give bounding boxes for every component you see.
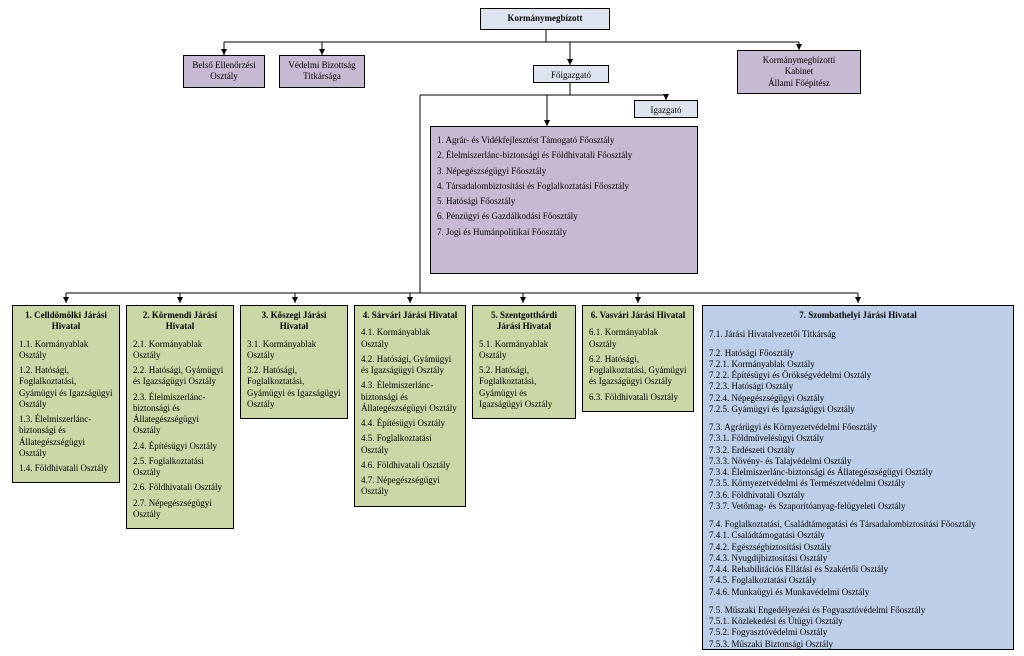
district-item: 5.2. Hatósági, Foglalkoztatási, Gyámügyi…	[479, 365, 569, 410]
district-item: 7.3.1. Földművelésügyi Osztály	[709, 433, 1007, 444]
district-title: 3. Kőszegi Járási Hivatal	[247, 310, 341, 333]
district-item: 7.3.7. Vetőmag- és Szaporítóanyag-felügy…	[709, 501, 1007, 512]
district-item: 4.4. Építésügyi Osztály	[361, 418, 459, 429]
district-item: 7.5.1. Közlekedési és Útügyi Osztály	[709, 616, 1007, 627]
district-5: 5. Szentgotthárdi Járási Hivatal 5.1. Kor…	[472, 305, 576, 419]
district-item: 7.2.3. Hatósági Osztály	[709, 381, 1007, 392]
district-item: 7.4.6. Munkaügyi és Munkavédelmi Osztály	[709, 587, 1007, 598]
district-2: 2. Körmendi Járási Hivatal 2.1. Kormányab…	[126, 305, 234, 529]
district-item: 7.4. Foglalkoztatási, Családtámogatási é…	[709, 519, 1007, 530]
district-item: 7.2.4. Népegészségügyi Osztály	[709, 393, 1007, 404]
district-item: 7.3. Agrárügyi és Környezetvédelmi Főosz…	[709, 422, 1007, 433]
fooszt-item: 4. Társadalombiztosítási és Foglalkoztat…	[437, 181, 691, 192]
district-item: 6.2. Hatósági, Foglalkoztatási, Gyámügyi…	[589, 354, 687, 388]
fooszt-item: 7. Jogi és Humánpolitikai Főosztály	[437, 227, 691, 238]
district-item: 6.1. Kormányablak Osztály	[589, 327, 687, 350]
district-item: 7.3.5. Környezetvédelmi és Természetvéde…	[709, 478, 1007, 489]
district-item: 7.4.2. Egészségbiztosítási Osztály	[709, 542, 1007, 553]
district-6: 6. Vasvári Járási Hivatal 6.1. Kormányabl…	[582, 305, 694, 412]
district-item: 5.1. Kormányablak Osztály	[479, 339, 569, 362]
district-item: 7.3.4. Élelmiszerlánc-biztonsági és Álla…	[709, 467, 1007, 478]
district-item: 7.3.3. Növény- és Talajvédelmi Osztály	[709, 456, 1007, 467]
district-title: 6. Vasvári Járási Hivatal	[589, 310, 687, 321]
district-item: 7.4.1. Családtámogatási Osztály	[709, 530, 1007, 541]
fooszt-item: 2. Élelmiszerlánc-biztonsági és Földhiva…	[437, 150, 691, 161]
district-item: 2.3. Élelmiszerlánc-biztonsági és Állate…	[133, 392, 227, 437]
district-title: 1. Celldömölki Járási Hivatal	[19, 310, 113, 333]
district-item: 7.4.3. Nyugdíjbiztosítási Osztály	[709, 553, 1007, 564]
district-7-szombathely: 7. Szombathelyi Járási Hivatal 7.1. Járás…	[702, 305, 1014, 650]
node-foigazgato: Főigazgató	[533, 65, 609, 83]
district-item: 7.2.5. Gyámügyi és Igazságügyi Osztály	[709, 404, 1007, 415]
district-item: 4.5. Foglalkoztatási Osztály	[361, 433, 459, 456]
district-item: 4.2. Hatósági, Gyámügyi és Igazságügyi O…	[361, 354, 459, 377]
district-item: 2.6. Földhivatali Osztály	[133, 482, 227, 493]
district-item: 7.5.2. Fogyasztóvédelmi Osztály	[709, 627, 1007, 638]
district-item: 3.2. Hatósági, Foglalkoztatási, Gyámügyi…	[247, 365, 341, 410]
district-item: 7.2.2. Építésügyi és Örökségvédelmi Oszt…	[709, 370, 1007, 381]
node-kormanymegbizott: Kormánymegbízott	[480, 8, 610, 30]
district-item: 2.4. Építésügyi Osztály	[133, 441, 227, 452]
node-vedelmi-bizottsag: Védelmi BizottságTitkársága	[279, 55, 365, 88]
district-item: 1.2. Hatósági, Foglalkoztatási, Gyámügyi…	[19, 365, 113, 410]
node-belso-ellenorzes: Belső EllenőrzésiOsztály	[183, 55, 265, 88]
district-item: 7.3.2. Erdészeti Osztály	[709, 445, 1007, 456]
district-item: 2.1. Kormányablak Osztály	[133, 339, 227, 362]
district-item: 4.6. Földhivatali Osztály	[361, 460, 459, 471]
district-title: 2. Körmendi Járási Hivatal	[133, 310, 227, 333]
district-item: 7.2.1. Kormányablak Osztály	[709, 359, 1007, 370]
fooszt-item: 1. Agrár- és Vidékfejlesztést Támogató F…	[437, 135, 691, 146]
district-item: 7.3.6. Földhivatali Osztály	[709, 490, 1007, 501]
district-item: 4.3. Élelmiszerlánc-biztonsági és Állate…	[361, 380, 459, 414]
district-item: 7.1. Járási Hivatalvezetői Titkárság	[709, 329, 1007, 340]
district-item: 4.7. Népegészségügyi Osztály	[361, 475, 459, 498]
district-3: 3. Kőszegi Járási Hivatal 3.1. Kormányabl…	[240, 305, 348, 419]
district-item: 4.1. Kormányablak Osztály	[361, 327, 459, 350]
fooszt-item: 3. Népegészségügyi Főosztály	[437, 166, 691, 177]
district-item: 7.2. Hatósági Főosztály	[709, 348, 1007, 359]
district-item: 2.5. Foglalkoztatási Osztály	[133, 456, 227, 479]
org-chart: Kormánymegbízott Belső EllenőrzésiOsztál…	[0, 0, 1024, 656]
district-item: 7.4.5. Foglalkoztatási Osztály	[709, 575, 1007, 586]
district-title: 7. Szombathelyi Járási Hivatal	[709, 310, 1007, 321]
district-1: 1. Celldömölki Járási Hivatal 1.1. Kormán…	[12, 305, 120, 483]
district-item: 1.4. Földhivatali Osztály	[19, 463, 113, 474]
district-item: 1.3. Élelmiszerlánc-biztonsági és Állate…	[19, 414, 113, 459]
district-item: 7.5.3. Műszaki Biztonsági Osztály	[709, 639, 1007, 650]
district-item: 6.3. Földhivatali Osztály	[589, 392, 687, 403]
district-4: 4. Sárvári Járási Hivatal 4.1. Kormányabl…	[354, 305, 466, 507]
fooszt-item: 6. Pénzügyi és Gazdálkodási Főosztály	[437, 211, 691, 222]
district-item: 3.1. Kormányablak Osztály	[247, 339, 341, 362]
node-kabinet: KormánymegbízottiKabinetÁllami Főépítész	[737, 50, 861, 94]
node-fooszt-list: 1. Agrár- és Vidékfejlesztést Támogató F…	[430, 126, 698, 274]
node-igazgato: Igazgató	[634, 100, 698, 118]
district-item: 7.4.4. Rehabilitációs Ellátási és Szakér…	[709, 564, 1007, 575]
district-title: 5. Szentgotthárdi Járási Hivatal	[479, 310, 569, 333]
fooszt-item: 5. Hatósági Főosztály	[437, 196, 691, 207]
district-item: 1.1. Kormányablak Osztály	[19, 339, 113, 362]
district-title: 4. Sárvári Járási Hivatal	[361, 310, 459, 321]
district-item: 2.2. Hatósági, Gyámügyi és Igazságügyi O…	[133, 365, 227, 388]
district-item: 2.7. Népegészségügyi Osztály	[133, 498, 227, 521]
district-item: 7.5. Műszaki Engedélyezési és Fogyasztóv…	[709, 605, 1007, 616]
